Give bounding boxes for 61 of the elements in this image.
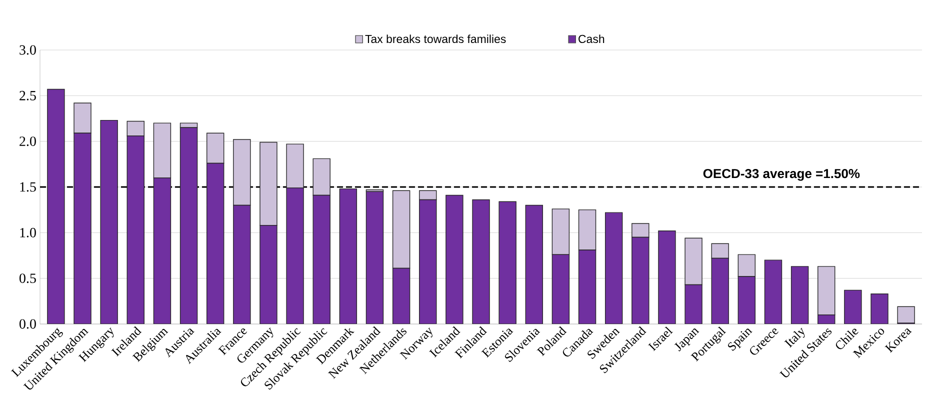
bar bbox=[312, 194, 330, 324]
bar bbox=[126, 136, 144, 324]
y-tick-label: 0.0 bbox=[20, 319, 36, 329]
bar bbox=[764, 260, 782, 324]
bar bbox=[419, 199, 437, 324]
bar bbox=[126, 120, 144, 136]
bar bbox=[392, 268, 410, 324]
bar bbox=[525, 204, 543, 324]
bar bbox=[711, 243, 729, 259]
bar bbox=[74, 132, 92, 324]
bar bbox=[711, 258, 729, 324]
bar bbox=[632, 236, 650, 324]
bar bbox=[472, 199, 490, 324]
y-tick-label: 0.5 bbox=[20, 274, 36, 284]
bar bbox=[684, 284, 702, 324]
bar bbox=[260, 225, 278, 324]
ref-line-label: OECD-33 average =1.50% bbox=[703, 168, 860, 181]
bar bbox=[233, 139, 251, 206]
bar bbox=[206, 132, 224, 164]
bar bbox=[180, 127, 198, 324]
bar bbox=[312, 158, 330, 196]
x-tick-label: Italy bbox=[784, 328, 805, 348]
y-tick-label: 3.0 bbox=[20, 45, 36, 55]
bar bbox=[578, 250, 596, 324]
bar bbox=[419, 190, 437, 200]
bar bbox=[339, 188, 358, 324]
bar bbox=[578, 209, 596, 250]
bar bbox=[260, 142, 278, 226]
bar bbox=[844, 290, 862, 324]
bar bbox=[47, 88, 65, 324]
bar bbox=[604, 212, 623, 324]
bar bbox=[818, 266, 836, 316]
bar bbox=[392, 190, 410, 269]
y-tick-label: 2.5 bbox=[20, 90, 36, 100]
bar bbox=[153, 122, 172, 178]
legend-label: Cash bbox=[578, 34, 604, 44]
bar bbox=[206, 162, 224, 324]
bar bbox=[870, 294, 888, 324]
bar bbox=[286, 188, 304, 324]
bar bbox=[446, 194, 464, 324]
bar bbox=[738, 254, 756, 277]
y-tick-label: 1.0 bbox=[20, 228, 36, 238]
legend-label: Tax breaks towards families bbox=[365, 34, 506, 44]
bar bbox=[790, 266, 809, 324]
bar bbox=[818, 314, 835, 324]
bar bbox=[684, 238, 702, 286]
bar bbox=[366, 191, 384, 324]
bar bbox=[632, 223, 650, 238]
y-tick-label: 1.5 bbox=[20, 182, 36, 192]
y-tick-label: 2.0 bbox=[20, 136, 36, 146]
bar bbox=[153, 178, 172, 324]
bar bbox=[286, 144, 304, 188]
bar bbox=[658, 230, 676, 324]
bar bbox=[74, 102, 92, 134]
bar bbox=[100, 120, 118, 324]
bar bbox=[180, 122, 198, 128]
bar bbox=[233, 204, 251, 324]
bar bbox=[552, 254, 570, 324]
bar bbox=[738, 276, 756, 324]
bar bbox=[498, 201, 516, 324]
bar bbox=[552, 208, 570, 255]
